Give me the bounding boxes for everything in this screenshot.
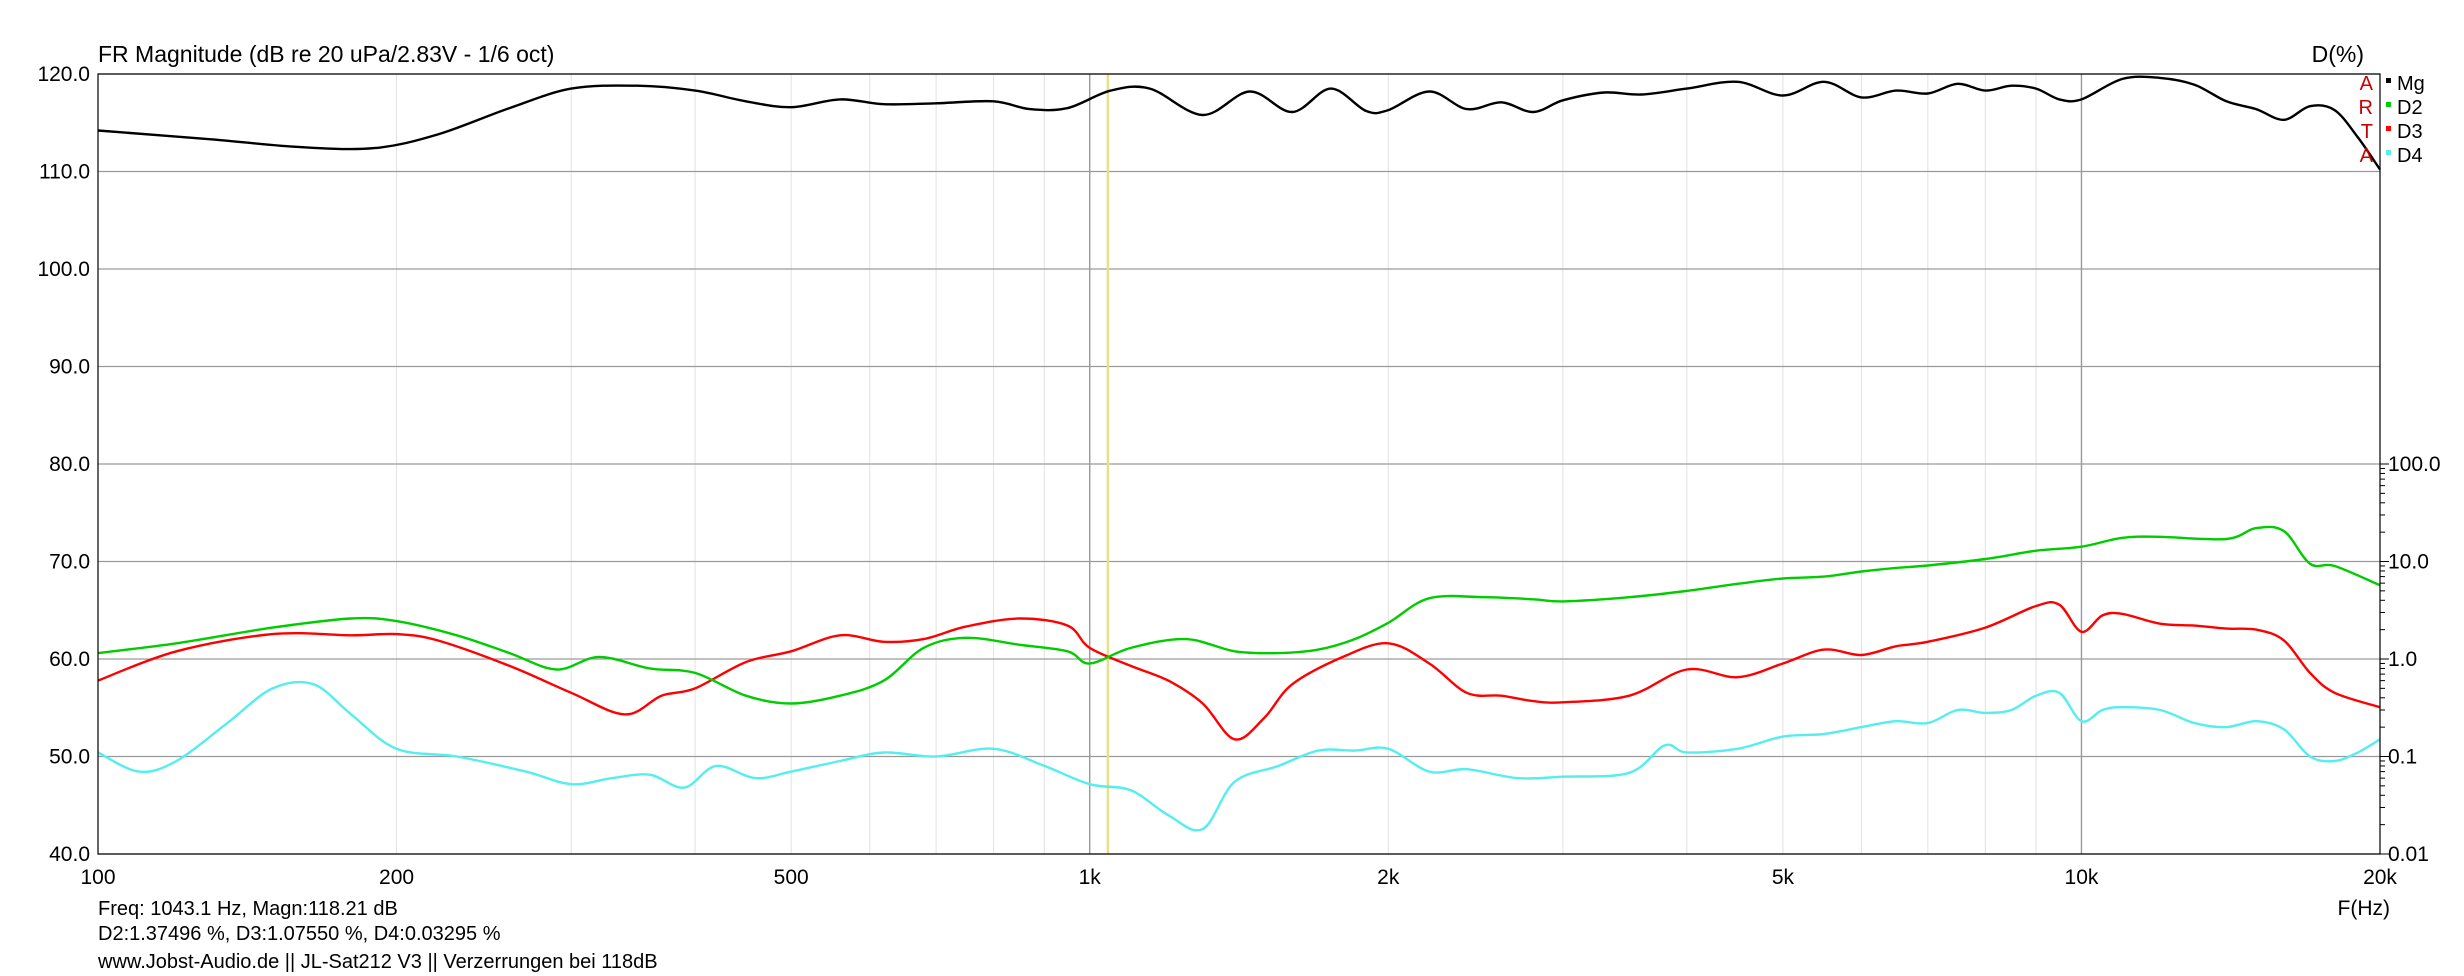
legend-swatch: [2386, 150, 2391, 155]
right-tick-label: 10.0: [2388, 551, 2429, 574]
left-tick-label: 100.0: [37, 258, 90, 281]
left-tick-label: 60.0: [49, 648, 90, 671]
readout-line-1: Freq: 1043.1 Hz, Magn:118.21 dB: [98, 898, 398, 920]
legend-entry: D4: [2397, 145, 2423, 167]
series-layer: [97, 75, 2381, 832]
x-tick-label: 20k: [2363, 866, 2397, 889]
x-tick-label: 10k: [2065, 866, 2099, 889]
x-axis-ticks: 100 200 500 1k 2k 5k 10k 20k: [80, 866, 2397, 889]
right-tick-label: 1.0: [2388, 648, 2417, 671]
left-axis-ticks: 40.0 50.0 60.0 70.0 80.0 90.0 100.0 110.0 120.0: [37, 63, 90, 866]
chart-title: FR Magnitude (dB re 20 uPa/2.83V - 1/6 o…: [98, 41, 554, 67]
legend: A Mg R D2 T D3 A D4: [2359, 73, 2425, 167]
x-tick-label: 200: [379, 866, 414, 889]
left-tick-label: 90.0: [49, 356, 90, 379]
x-tick-label: 500: [774, 866, 809, 889]
right-axis-ticks: 0.01 0.1 1.0 10.0 100.0: [2380, 453, 2441, 866]
legend-swatch: [2386, 126, 2391, 131]
x-tick-label: 1k: [1079, 866, 1102, 889]
readout-line-3: www.Jobst-Audio.de || JL-Sat212 V3 || Ve…: [97, 951, 658, 973]
right-tick-label: 0.01: [2388, 843, 2429, 866]
left-tick-label: 70.0: [49, 551, 90, 574]
series-line-d2: [97, 525, 2381, 705]
legend-marker-letter: A: [2360, 73, 2374, 95]
legend-entry: D2: [2397, 97, 2423, 119]
left-tick-label: 120.0: [37, 63, 90, 86]
legend-marker-letter: R: [2359, 97, 2373, 119]
left-tick-label: 110.0: [39, 161, 90, 184]
left-tick-label: 40.0: [49, 843, 90, 866]
legend-marker-letter: A: [2360, 145, 2374, 167]
series-line-mg: [97, 75, 2381, 171]
series-line-d4: [97, 680, 2381, 832]
legend-swatch: [2386, 78, 2391, 83]
left-tick-label: 80.0: [49, 453, 90, 476]
x-tick-label: 5k: [1772, 866, 1795, 889]
series-line-d3: [97, 601, 2381, 741]
legend-entry: D3: [2397, 121, 2423, 143]
right-axis-title: D(%): [2312, 41, 2364, 67]
left-tick-label: 50.0: [49, 746, 90, 769]
x-tick-label: 2k: [1377, 866, 1400, 889]
x-tick-label: 100: [80, 866, 115, 889]
major-grid: [98, 73, 2380, 855]
x-axis-label: F(Hz): [2338, 897, 2390, 920]
legend-swatch: [2386, 102, 2391, 107]
readout-line-2: D2:1.37496 %, D3:1.07550 %, D4:0.03295 %: [98, 923, 501, 945]
right-tick-label: 0.1: [2388, 746, 2417, 769]
right-tick-label: 100.0: [2388, 453, 2441, 476]
legend-marker-letter: T: [2361, 121, 2373, 143]
legend-entry: Mg: [2397, 73, 2425, 95]
